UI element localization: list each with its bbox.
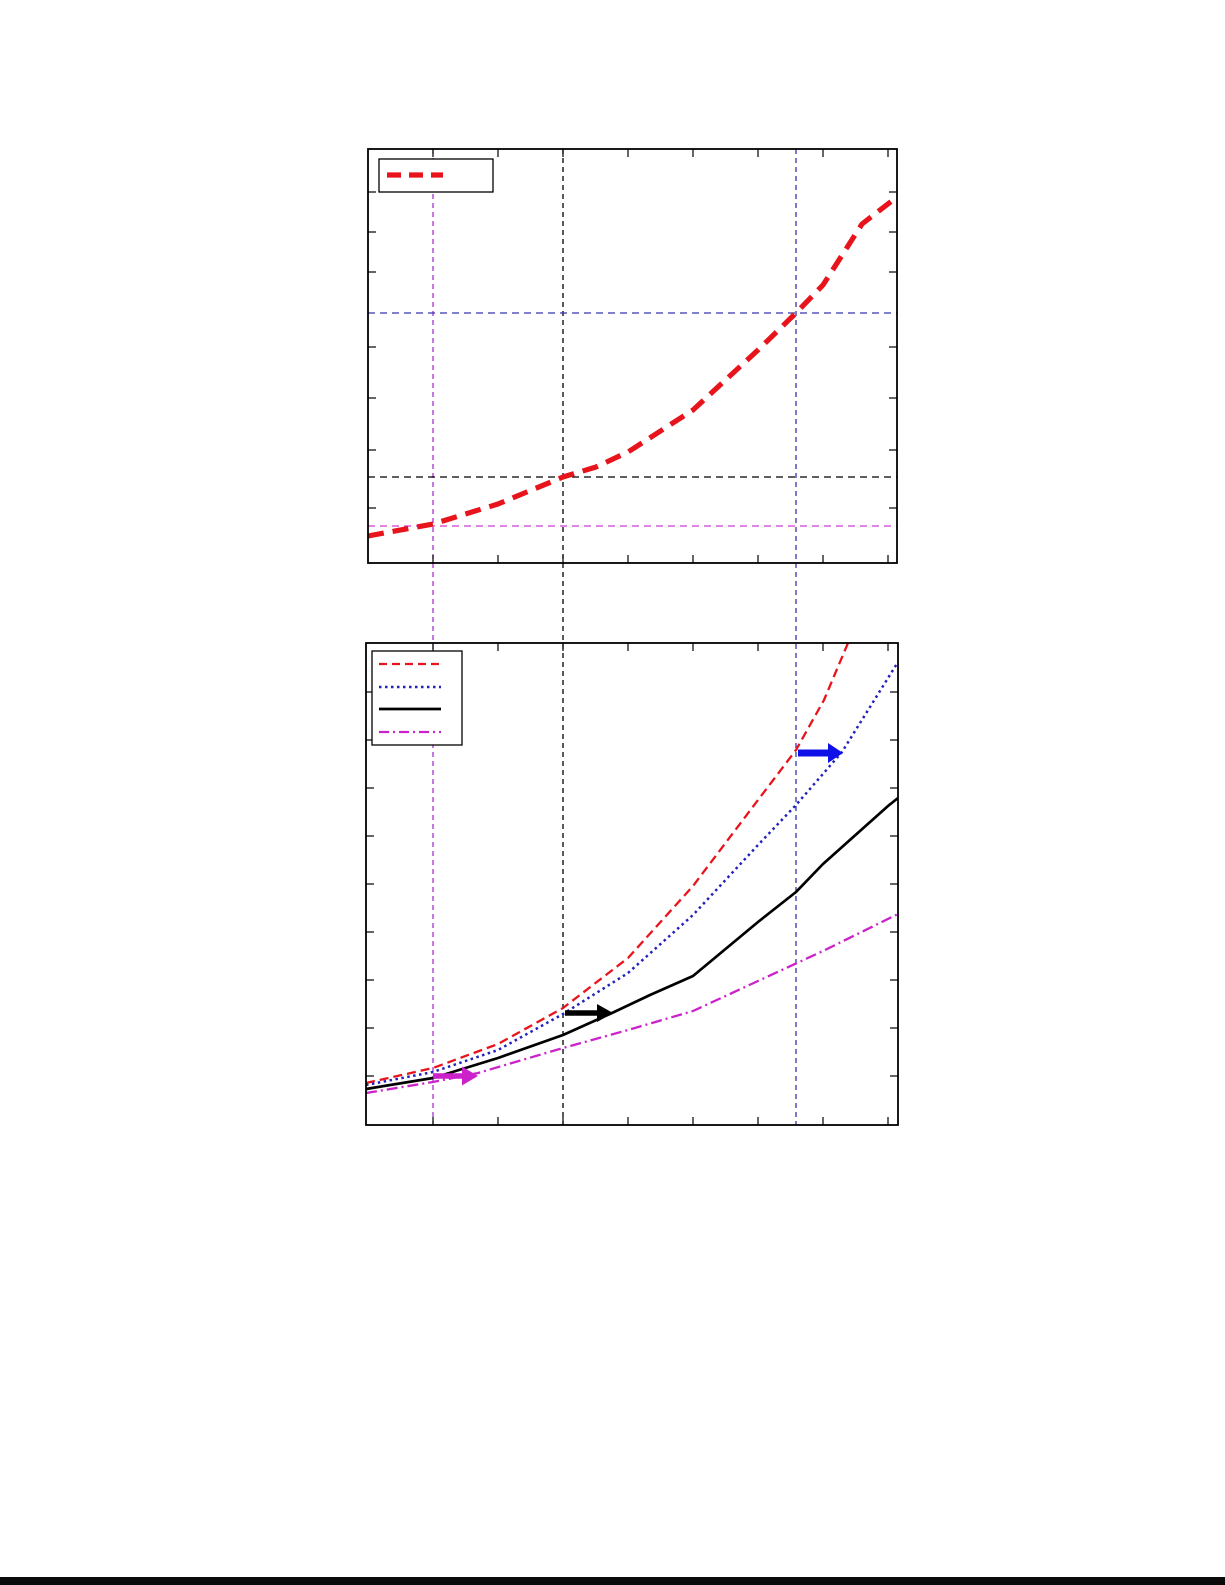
black-arrow-head xyxy=(597,1004,613,1022)
red-thick-dashed-curve xyxy=(367,194,899,539)
blue-arrow-head xyxy=(828,743,843,763)
magenta-arrow-head xyxy=(462,1066,478,1086)
bottom-chart-legend-box xyxy=(371,650,463,746)
black-solid-curve xyxy=(365,796,899,1091)
top-chart-border xyxy=(367,148,898,564)
red-dashed-curve xyxy=(365,642,850,1085)
blue-dotted-curve xyxy=(365,661,900,1087)
page-bottom-rule xyxy=(0,1577,1225,1585)
bottom-chart xyxy=(365,642,900,1126)
top-chart xyxy=(367,148,899,564)
magenta-dashdot-curve xyxy=(365,912,899,1095)
